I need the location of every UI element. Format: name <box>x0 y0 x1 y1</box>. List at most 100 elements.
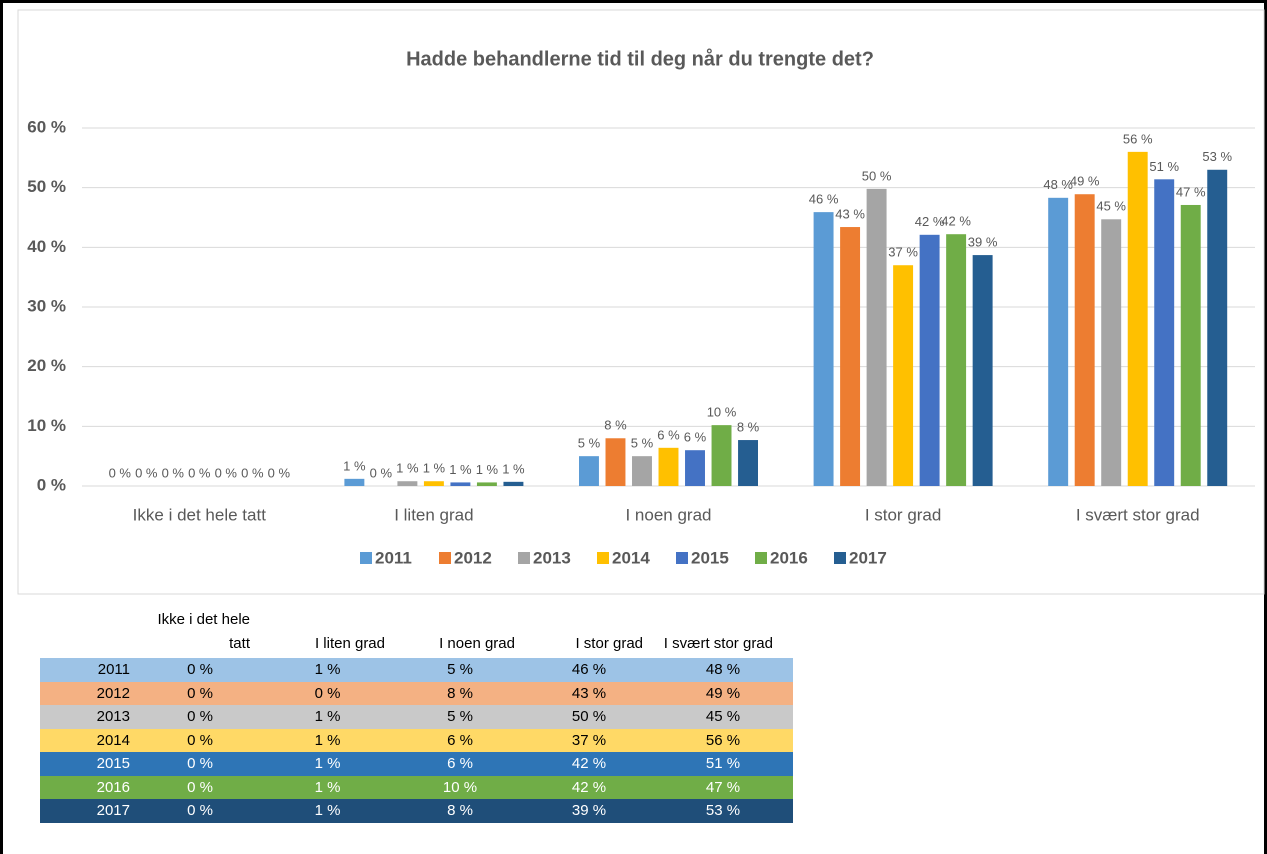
bar <box>866 188 887 487</box>
data-label: 0 % <box>188 465 211 480</box>
legend-label: 2014 <box>612 548 650 567</box>
table-cell: 5 % <box>447 708 473 725</box>
data-table: Ikke i det hele tatt I liten grad I noen g… <box>40 608 793 823</box>
header-row: Ikke i det hele tatt I liten grad I noen g… <box>40 608 793 658</box>
legend-label: 2012 <box>454 548 492 567</box>
table-cell: 39 % <box>571 802 607 819</box>
corner <box>40 608 140 658</box>
data-label: 6 % <box>684 430 707 445</box>
row-label: 2016 <box>96 778 130 796</box>
data-label: 56 % <box>1123 131 1153 146</box>
data-label: 8 % <box>604 418 627 433</box>
table-cell: 1 % <box>314 661 341 678</box>
table-cell: 43 % <box>571 684 607 702</box>
table-cell: 37 % <box>571 731 607 749</box>
data-label: 49 % <box>1070 174 1100 189</box>
y-tick-label: 30 % <box>27 296 66 315</box>
table-row: 2017 0 % 1 % 8 % 39 % 53 % <box>40 799 793 823</box>
data-label: 1 % <box>396 461 419 476</box>
column-header: I svært stor grad <box>663 635 773 652</box>
data-label: 48 % <box>1043 177 1073 192</box>
table-cell: 5 % <box>447 661 473 678</box>
y-tick-label: 40 % <box>27 237 66 256</box>
bar <box>1048 197 1069 486</box>
data-label: 47 % <box>1176 184 1206 199</box>
table-cell: 51 % <box>705 755 741 772</box>
table-row: 2012 0 % 0 % 8 % 43 % 49 % <box>40 681 793 705</box>
bar <box>423 481 444 486</box>
y-tick-label: 0 % <box>37 475 66 494</box>
x-tick-label: Ikke i det hele tatt <box>133 505 267 524</box>
data-label: 1 % <box>449 462 472 477</box>
data-label: 10 % <box>707 405 737 420</box>
data-label: 39 % <box>968 235 998 250</box>
table-cell: 0 % <box>187 802 213 819</box>
legend-label: 2017 <box>849 548 887 567</box>
table-cell: 6 % <box>447 755 473 772</box>
legend-swatch <box>439 552 451 564</box>
table-cell: 8 % <box>447 802 473 819</box>
legend-swatch <box>676 552 688 564</box>
table-cell: 0 % <box>187 731 213 749</box>
chart: Hadde behandlerne tid til deg når du tre… <box>17 9 1265 595</box>
row-label: 2015 <box>96 755 130 772</box>
column-header: Ikke i det hele tatt <box>157 611 250 652</box>
table-cell: 8 % <box>447 684 473 702</box>
legend-swatch <box>360 552 372 564</box>
table-body: 2011 0 % 1 % 5 % 46 % 48 % 2012 0 % 0 % 8 % 43 % 49… <box>40 658 793 823</box>
legend-label: 2015 <box>691 548 729 567</box>
data-label: 1 % <box>476 462 499 477</box>
data-label: 45 % <box>1096 199 1126 214</box>
bar <box>397 481 418 486</box>
bar <box>1207 169 1228 486</box>
bar <box>1154 179 1175 486</box>
bar <box>738 440 758 486</box>
y-tick-label: 10 % <box>27 416 66 435</box>
column-header: I liten grad <box>314 635 385 652</box>
data-label: 50 % <box>862 168 892 183</box>
x-tick-label: I noen grad <box>625 505 711 524</box>
legend-swatch <box>755 552 767 564</box>
bar <box>605 438 626 486</box>
bar <box>450 482 471 486</box>
table-cell: 1 % <box>314 802 341 819</box>
table-cell: 1 % <box>314 778 341 796</box>
legend-swatch <box>518 552 530 564</box>
table-cell: 0 % <box>187 778 213 796</box>
legend-label: 2016 <box>770 548 808 567</box>
bar <box>503 481 524 486</box>
data-label: 0 % <box>370 465 393 480</box>
table-cell: 53 % <box>705 802 741 819</box>
table-cell: 42 % <box>571 778 607 796</box>
chart-title: Hadde behandlerne tid til deg når du tre… <box>406 47 874 70</box>
column-header: I noen grad <box>439 635 515 652</box>
table-row: 2014 0 % 1 % 6 % 37 % 56 % <box>40 728 793 752</box>
data-label: 0 % <box>215 465 238 480</box>
bar <box>1180 204 1201 486</box>
data-label: 46 % <box>809 192 839 207</box>
row-label: 2011 <box>97 661 130 678</box>
bar <box>972 255 993 486</box>
table-cell: 42 % <box>571 755 607 772</box>
row-label: 2014 <box>96 731 130 749</box>
legend-label: 2013 <box>533 548 571 567</box>
table-cell: 46 % <box>571 661 607 678</box>
y-tick-label: 20 % <box>27 356 66 375</box>
bar <box>632 456 652 486</box>
table-cell: 0 % <box>187 755 213 772</box>
bar <box>919 234 940 486</box>
bar <box>1127 151 1148 486</box>
bar <box>344 478 365 486</box>
row-label: 2017 <box>96 802 130 819</box>
y-tick-label: 50 % <box>27 177 66 196</box>
x-tick-label: I stor grad <box>865 505 942 524</box>
table-cell: 10 % <box>442 778 478 796</box>
bar <box>813 212 834 486</box>
table-cell: 50 % <box>571 708 607 725</box>
bar <box>893 265 914 486</box>
table-cell: 48 % <box>705 661 741 678</box>
bar <box>840 227 861 486</box>
legend-swatch <box>597 552 609 564</box>
x-tick-label: I svært stor grad <box>1076 505 1200 524</box>
